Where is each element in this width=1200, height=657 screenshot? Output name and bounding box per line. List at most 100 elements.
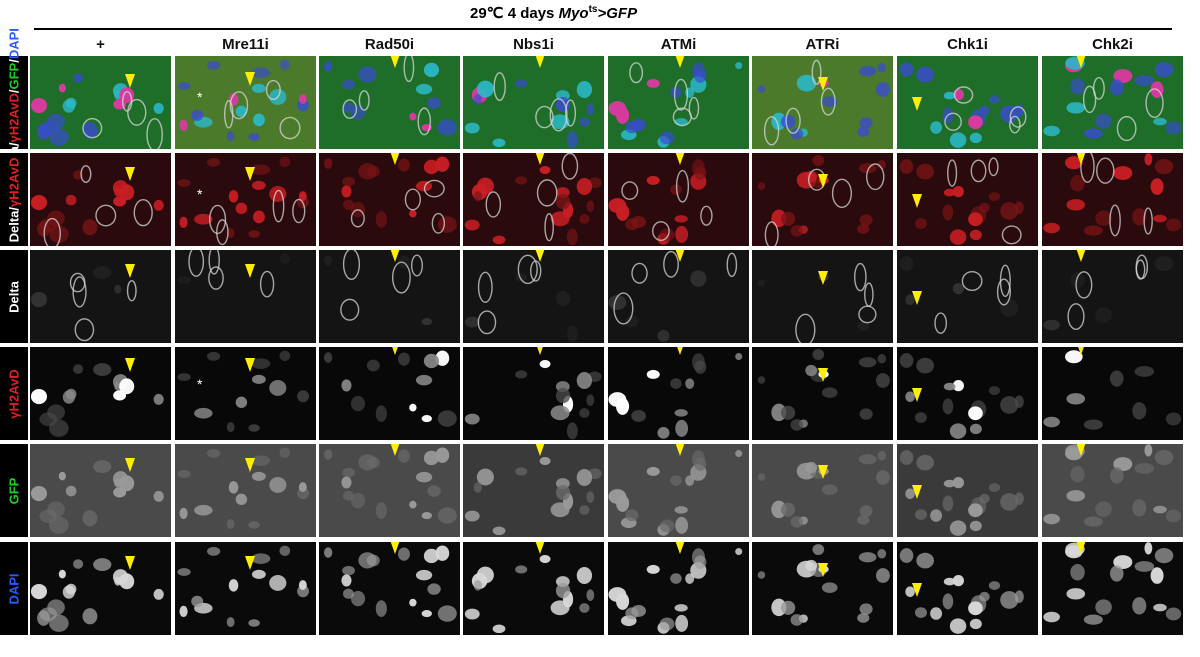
arrowhead-marker (675, 542, 685, 554)
nucleus (780, 114, 796, 129)
micrograph-image (175, 250, 316, 343)
nucleus (423, 450, 440, 466)
micrograph-panel (1042, 153, 1183, 246)
delta-cell-outline (259, 270, 275, 298)
delta-cell-outline (229, 91, 249, 120)
delta-cell-outline (544, 212, 554, 242)
nucleus (397, 449, 410, 463)
nucleus (235, 493, 248, 506)
delta-cell-outline (358, 90, 370, 111)
nucleus (877, 451, 887, 461)
micrograph-image (608, 250, 749, 343)
nucleus (646, 564, 660, 574)
nucleus (251, 164, 271, 175)
nucleus (625, 218, 639, 231)
row-label-part: DAPI (6, 27, 22, 59)
nucleus (657, 329, 670, 342)
delta-cell-outline (1009, 106, 1027, 128)
arrowhead-marker (390, 444, 400, 456)
arrowhead-marker (1078, 347, 1084, 355)
nucleus (969, 618, 982, 630)
micrograph-image (319, 250, 460, 343)
nucleus (1083, 225, 1103, 236)
nucleus (515, 176, 528, 185)
panel-background (463, 347, 604, 440)
nucleus (323, 449, 333, 460)
nucleus (113, 390, 127, 401)
nucleus (119, 184, 135, 201)
row-label: DAPI (7, 573, 22, 604)
nucleus (343, 490, 354, 501)
micrograph-panel: * (175, 153, 316, 246)
nucleus (464, 510, 480, 522)
micrograph-panel (463, 542, 604, 635)
nucleus (323, 61, 333, 72)
nucleus (1043, 416, 1060, 428)
nucleus (914, 218, 927, 229)
nucleus (1113, 166, 1133, 181)
nucleus (694, 69, 707, 83)
nucleus (1153, 603, 1167, 612)
nucleus (757, 376, 766, 384)
nucleus (58, 83, 66, 93)
nucleus (113, 487, 127, 498)
micrograph-panel (752, 542, 893, 635)
nucleus (579, 117, 590, 127)
delta-cell-outline (854, 262, 867, 292)
nucleus (1144, 153, 1153, 166)
nucleus (857, 515, 870, 525)
nucleus (659, 617, 675, 631)
nucleus (659, 519, 675, 533)
micrograph-image (463, 153, 604, 246)
nucleus (1065, 156, 1083, 170)
nucleus (877, 63, 887, 73)
nucleus (670, 378, 682, 389)
micrograph-panel (30, 153, 171, 246)
nucleus (805, 364, 818, 377)
nucleus (969, 229, 982, 241)
nucleus (1154, 255, 1174, 272)
nucleus (251, 471, 266, 481)
nucleus (1095, 307, 1112, 323)
nucleus (269, 379, 287, 396)
micrograph-image (752, 347, 893, 440)
nucleus (1110, 467, 1124, 484)
nucleus (435, 447, 450, 463)
nucleus (616, 203, 630, 221)
nucleus (858, 454, 877, 465)
nucleus (342, 565, 355, 576)
micrograph-panel (463, 444, 604, 537)
nucleus (343, 199, 354, 210)
delta-cell-outline (764, 221, 779, 246)
nucleus (515, 467, 528, 476)
micrograph-panel (319, 56, 460, 149)
panel-background (463, 56, 604, 149)
nucleus (473, 580, 482, 591)
delta-cell-outline (688, 96, 700, 120)
nucleus (1014, 104, 1024, 117)
micrograph-image (897, 153, 1038, 246)
delta-cell-outline (493, 72, 506, 102)
nucleus (194, 407, 213, 419)
nucleus (943, 382, 956, 391)
delta-cell-outline (43, 217, 61, 246)
nucleus (659, 131, 675, 145)
nucleus (566, 228, 578, 246)
panel-background (463, 153, 604, 246)
nucleus (735, 450, 743, 458)
nucleus (780, 211, 796, 226)
delta-cell-outline (944, 112, 962, 131)
nucleus (177, 373, 191, 381)
nucleus (914, 412, 927, 423)
nucleus (476, 80, 494, 98)
arrowhead-marker (1076, 444, 1086, 456)
nucleus (153, 199, 164, 211)
nucleus (969, 423, 982, 435)
nucleus (437, 507, 457, 524)
nucleus (1110, 79, 1124, 96)
micrograph-panel (30, 347, 171, 440)
nucleus (875, 568, 890, 583)
nucleus (119, 573, 135, 590)
micrograph-panel (463, 250, 604, 343)
nucleus (859, 408, 873, 420)
